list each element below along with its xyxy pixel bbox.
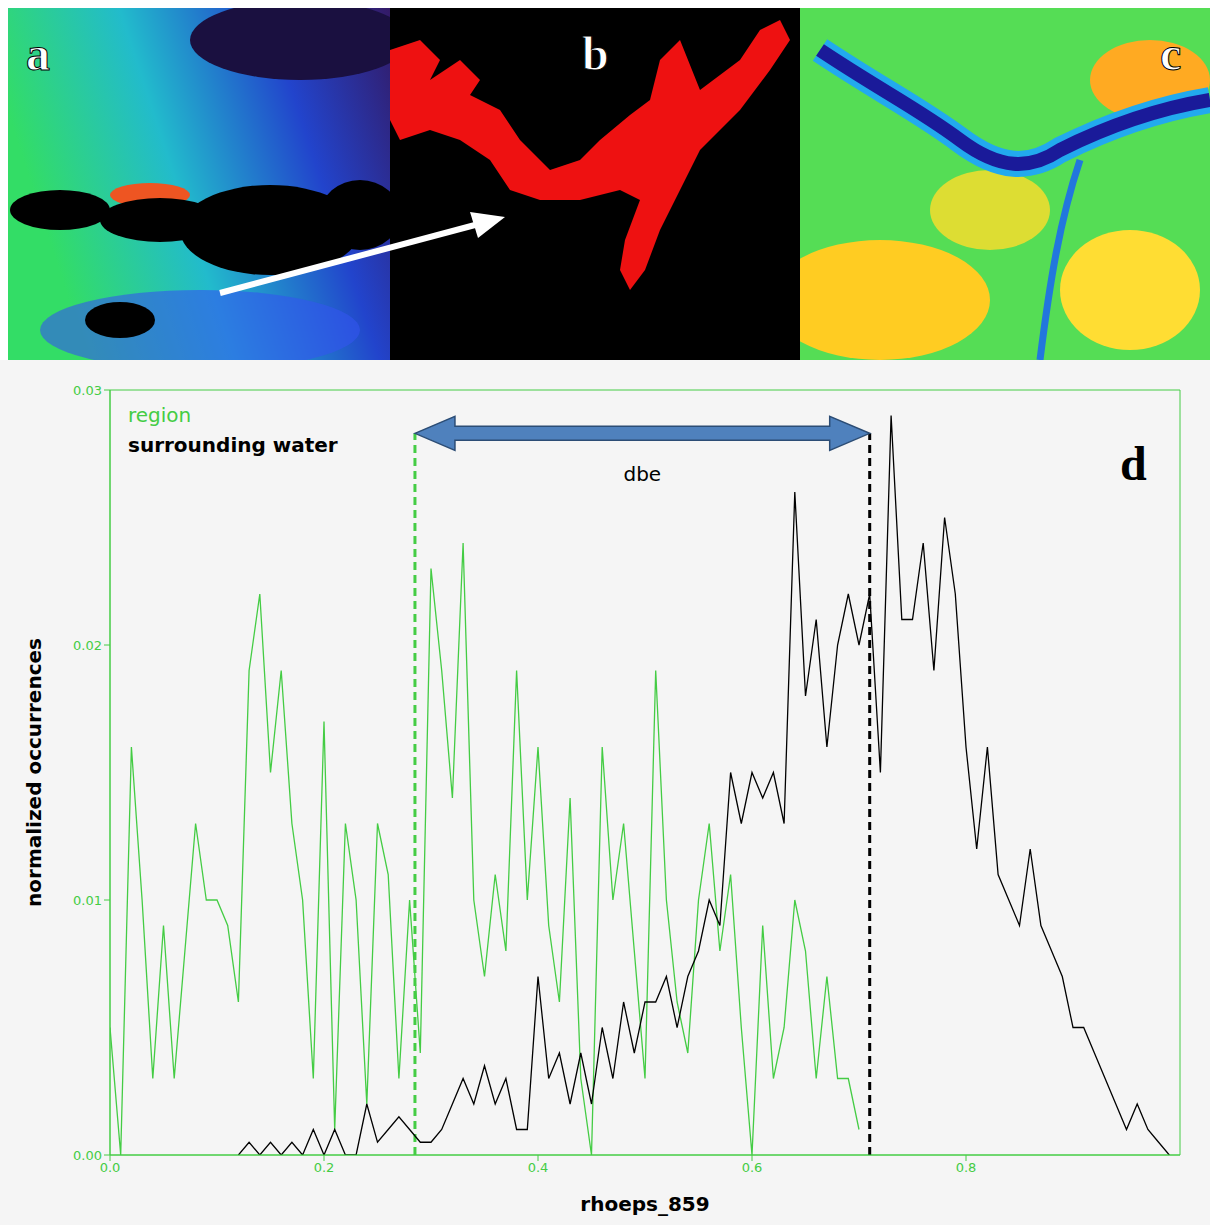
svg-text:d: d [1120, 437, 1147, 490]
svg-text:surrounding water: surrounding water [128, 433, 338, 457]
svg-text:0.6: 0.6 [742, 1160, 763, 1175]
svg-text:0.03: 0.03 [73, 383, 102, 398]
svg-text:0.01: 0.01 [73, 893, 102, 908]
svg-text:region: region [128, 403, 191, 427]
svg-text:normalized occurrences: normalized occurrences [22, 638, 46, 907]
svg-text:b: b [582, 27, 609, 80]
svg-text:0.8: 0.8 [956, 1160, 977, 1175]
svg-text:a: a [26, 27, 50, 80]
svg-text:0.02: 0.02 [73, 638, 102, 653]
svg-text:c: c [1160, 27, 1181, 80]
svg-text:rhoeps_859: rhoeps_859 [580, 1192, 709, 1216]
svg-text:0.00: 0.00 [73, 1148, 102, 1163]
svg-text:0.2: 0.2 [314, 1160, 335, 1175]
svg-text:dbe: dbe [623, 462, 661, 486]
svg-text:0.4: 0.4 [528, 1160, 549, 1175]
svg-text:0.0: 0.0 [100, 1160, 121, 1175]
